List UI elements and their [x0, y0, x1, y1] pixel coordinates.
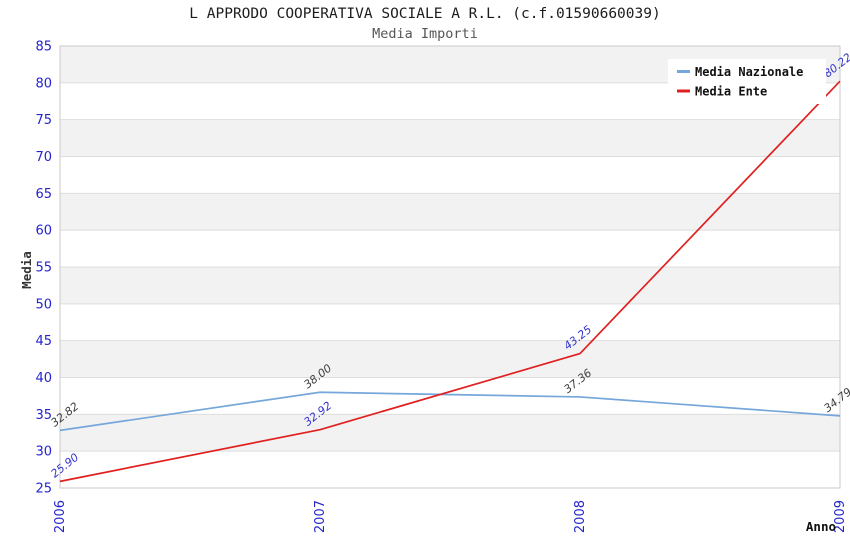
legend-box — [668, 59, 826, 104]
y-tick-label: 30 — [35, 445, 52, 460]
legend-label: Media Nazionale — [695, 65, 803, 79]
y-axis-title: Media — [19, 251, 34, 289]
y-tick-label: 70 — [35, 150, 52, 165]
plot-band — [60, 267, 840, 304]
plot-band — [60, 193, 840, 231]
y-tick-label: 45 — [35, 334, 52, 349]
series-line — [59, 80, 841, 483]
plot-band — [60, 230, 840, 267]
chart-subtitle: Media Importi — [372, 26, 478, 42]
chart-title: L APPRODO COOPERATIVA SOCIALE A R.L. (c.… — [189, 6, 661, 22]
plot-band — [60, 340, 840, 378]
x-axis-title: Anno — [806, 519, 836, 534]
series-line — [59, 391, 841, 432]
plot-band — [60, 451, 840, 488]
y-tick-label: 55 — [35, 261, 52, 276]
y-tick-label: 85 — [35, 40, 52, 55]
plot-band — [60, 303, 840, 341]
y-tick-label: 35 — [35, 408, 52, 423]
y-tick-label: 60 — [35, 224, 52, 239]
plot-band — [60, 119, 840, 157]
x-tick-label: 2009 — [833, 500, 848, 533]
plot-border — [59, 45, 841, 489]
y-tick-label: 80 — [35, 76, 52, 91]
y-tick-label: 65 — [35, 187, 52, 202]
legend-label: Media Ente — [695, 85, 767, 99]
y-tick-label: 40 — [35, 371, 52, 386]
x-tick-label: 2006 — [53, 500, 68, 533]
plot-band — [60, 414, 840, 452]
y-tick-label: 25 — [35, 482, 52, 497]
plot-band — [60, 377, 840, 415]
plot-band — [60, 156, 840, 194]
y-tick-label: 50 — [35, 297, 52, 312]
x-tick-label: 2007 — [313, 500, 328, 533]
x-tick-label: 2008 — [573, 500, 588, 533]
y-tick-label: 75 — [35, 113, 52, 128]
